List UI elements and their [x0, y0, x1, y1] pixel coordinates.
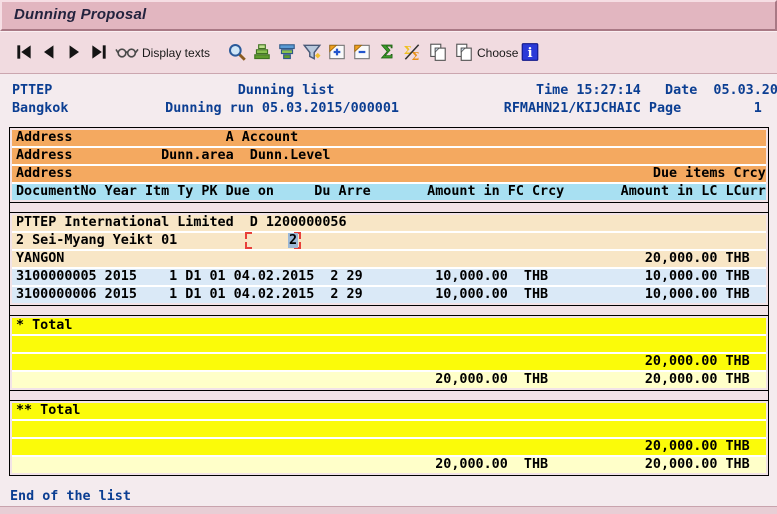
next-page-button[interactable]	[64, 42, 84, 62]
collapse-button[interactable]	[352, 42, 372, 62]
first-page-button[interactable]	[14, 42, 34, 62]
total1-blank-row	[12, 336, 766, 354]
section-gap	[10, 391, 768, 401]
sort-descending-button[interactable]	[277, 42, 297, 62]
svg-text:i: i	[527, 45, 532, 61]
info-icon: i	[521, 43, 539, 61]
total2-amounts-row: 20,000.00 THB 20,000.00 THB	[12, 457, 766, 473]
choose-label[interactable]: Choose	[477, 46, 519, 60]
svg-text:Σ: Σ	[381, 42, 394, 62]
header-row-columns: DocumentNo Year Itm Ty PK Due on Du Arre…	[12, 184, 766, 200]
section-gap	[10, 203, 768, 213]
choose-button[interactable]	[454, 42, 474, 62]
last-page-icon	[92, 45, 106, 59]
report-header-line1: PTTEP Dunning list Time 15:27:14 Date 05…	[12, 83, 777, 98]
total-block-1: * Total 20,000.00 THB 20,000.00 THB 20,	[10, 316, 768, 391]
display-texts-button[interactable]	[115, 42, 139, 62]
svg-text:Σ: Σ	[404, 44, 412, 57]
svg-text:Σ: Σ	[411, 50, 419, 62]
list-column-headers: Address A Account Address Dunn.area Dunn…	[10, 128, 768, 203]
sort-descending-icon	[279, 44, 295, 60]
application-toolbar: Display texts	[0, 31, 777, 74]
header-row-account: Address A Account	[12, 130, 766, 148]
total1-lc-amount-row: 20,000.00 THB	[12, 354, 766, 372]
total2-label-row: ** Total	[12, 403, 766, 421]
glasses-icon	[115, 48, 139, 58]
title-bar: Dunning Proposal	[0, 0, 777, 31]
window-title: Dunning Proposal	[14, 6, 147, 23]
selection-corner	[245, 242, 252, 249]
first-page-icon	[17, 45, 31, 59]
copy-icon	[430, 43, 446, 61]
account-address-row[interactable]: 2 Sei-Myang Yeikt 01 2	[12, 232, 766, 251]
account-city-row[interactable]: YANGON 20,000.00 THB	[12, 251, 766, 269]
subtotal-button[interactable]: Σ Σ	[402, 42, 422, 62]
header-row-dunn-area: Address Dunn.area Dunn.Level	[12, 148, 766, 166]
subtotal-icon: Σ Σ	[404, 44, 420, 62]
window-bottom-edge	[0, 506, 777, 514]
selection-corner	[294, 242, 301, 249]
dunning-level-value[interactable]: 2	[288, 233, 298, 248]
display-texts-label[interactable]: Display texts	[142, 46, 211, 60]
sort-ascending-icon	[254, 44, 270, 60]
expand-button[interactable]	[327, 42, 347, 62]
total2-lc-amount-row: 20,000.00 THB	[12, 439, 766, 457]
report-header-line2: Bangkok Dunning run 05.03.2015/000001 RF…	[12, 101, 762, 116]
dunning-list: Address A Account Address Dunn.area Dunn…	[9, 127, 769, 476]
collapse-icon	[354, 44, 370, 60]
previous-page-icon	[44, 45, 54, 59]
total1-label-row: * Total	[12, 318, 766, 336]
last-page-button[interactable]	[89, 42, 109, 62]
info-button[interactable]: i	[521, 42, 541, 62]
header-row-due-items: Address Due items Crcy	[12, 166, 766, 184]
selection-corner	[245, 232, 252, 239]
search-icon	[228, 43, 246, 61]
account-block: PTTEP International Limited D 1200000056…	[10, 213, 768, 306]
document-row[interactable]: 3100000005 2015 1 D1 01 04.02.2015 2 29 …	[12, 269, 766, 287]
section-gap	[10, 306, 768, 316]
total2-blank-row	[12, 421, 766, 439]
filter-button[interactable]	[302, 42, 322, 62]
total1-amounts-row: 20,000.00 THB 20,000.00 THB	[12, 372, 766, 388]
search-button[interactable]	[227, 42, 247, 62]
filter-icon	[302, 44, 322, 60]
end-of-list-text: End of the list	[10, 489, 131, 504]
total-block-2: ** Total 20,000.00 THB 20,000.00 THB 20	[10, 401, 768, 475]
dunning-level-field[interactable]: 2	[245, 232, 301, 249]
copy-button[interactable]	[428, 42, 448, 62]
sort-ascending-button[interactable]	[252, 42, 272, 62]
choose-copy-icon	[456, 43, 472, 61]
previous-page-button[interactable]	[39, 42, 59, 62]
document-row[interactable]: 3100000006 2015 1 D1 01 04.02.2015 2 29 …	[12, 287, 766, 303]
sum-button[interactable]: Σ	[377, 42, 397, 62]
sum-icon: Σ	[380, 42, 394, 62]
account-name-row[interactable]: PTTEP International Limited D 1200000056	[12, 215, 766, 233]
next-page-icon	[69, 45, 79, 59]
expand-icon	[329, 44, 345, 60]
